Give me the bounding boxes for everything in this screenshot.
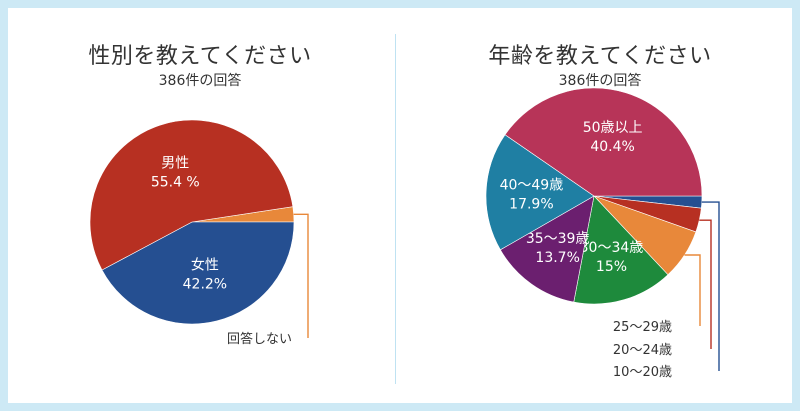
age-slice-5 xyxy=(485,134,595,251)
age-chart-title: 年齢を教えてください xyxy=(488,44,712,69)
gender-callout-line-0 xyxy=(293,213,309,338)
age-callout-label-0: 10〜20歳 xyxy=(613,365,672,380)
age-callout-label-1: 20〜24歳 xyxy=(613,343,672,358)
age-slice-value-4: 13.7% xyxy=(535,250,579,266)
age-slice-3 xyxy=(573,195,669,305)
age-callout-line-1 xyxy=(699,219,712,349)
age-slice-value-6: 40.4% xyxy=(590,139,634,155)
age-slice-label-3: 30〜34歳 xyxy=(580,240,644,256)
age-callout-label-2: 25〜29歳 xyxy=(613,320,672,335)
gender-chart-title: 性別を教えてください xyxy=(88,44,312,69)
gender-slice-value-2: 55.4 % xyxy=(151,175,200,191)
section-divider xyxy=(395,34,396,384)
age-slice-value-5: 17.9% xyxy=(509,196,553,212)
gender-callout-label-0: 回答しない xyxy=(227,331,292,347)
age-chart-subtitle: 386件の回答 xyxy=(558,73,642,89)
gender-slice-value-1: 42.2% xyxy=(183,276,227,292)
age-slice-label-4: 35〜39歳 xyxy=(526,231,590,247)
gender-slice-1 xyxy=(101,221,295,325)
age-slice-6 xyxy=(504,87,703,197)
age-callout-line-2 xyxy=(684,254,701,326)
age-slice-4 xyxy=(499,195,595,303)
gender-slice-label-1: 女性 xyxy=(191,256,219,273)
age-slice-label-5: 40〜49歳 xyxy=(500,177,564,193)
gender-slice-label-2: 男性 xyxy=(161,156,189,172)
gender-pie-chart: 回答しない 女性 42.2% 男性 55.4 % xyxy=(89,119,309,347)
age-slice-label-6: 50歳以上 xyxy=(583,120,643,136)
gender-chart-subtitle: 386件の回答 xyxy=(158,73,242,89)
age-pie-chart: 10〜20歳 20〜24歳 25〜29歳 30〜34歳 15% 35〜39歳 13.7% 40… xyxy=(485,87,720,380)
age-callout-line-0 xyxy=(701,201,720,371)
age-slice-value-3: 15% xyxy=(596,259,627,275)
gender-slice-2 xyxy=(89,119,294,271)
